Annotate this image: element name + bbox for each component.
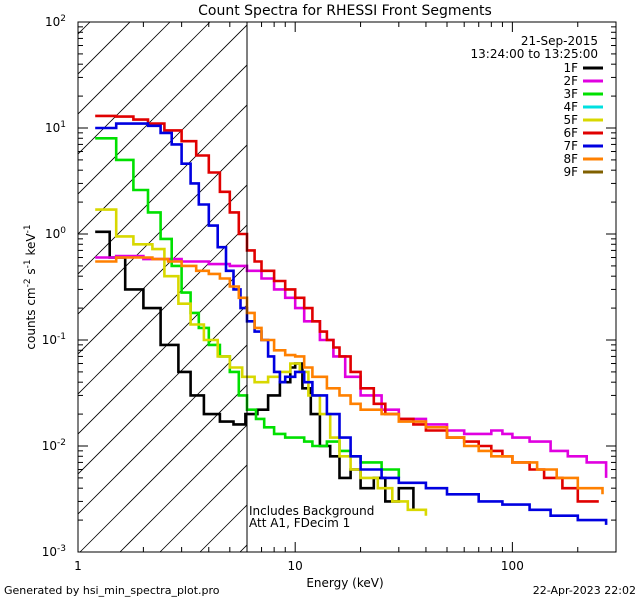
legend-label-7F: 7F	[563, 139, 578, 153]
date-label: 21-Sep-2015	[521, 34, 598, 48]
y-tick-label-exp: -1	[57, 332, 66, 342]
x-tick-label: 1	[74, 559, 82, 573]
y-tick-label-exp: 2	[60, 14, 66, 24]
y-tick-label-base: 10	[45, 15, 60, 29]
y-axis-label-mid2: keV	[24, 233, 38, 260]
y-axis-label: counts cm-2 s-1 keV-1	[23, 224, 38, 349]
y-axis-label-exp1: -2	[23, 278, 33, 287]
y-tick-label-exp: 0	[60, 226, 66, 236]
y-tick-label: 102	[45, 14, 66, 29]
time-range-label: 13:24:00 to 13:25:00	[471, 47, 598, 61]
hatch-line	[78, 264, 248, 435]
y-tick-label: 101	[45, 120, 66, 135]
hatch-line	[78, 24, 248, 195]
legend-label-8F: 8F	[563, 152, 578, 166]
hatch-line	[79, 384, 248, 552]
hatch-line	[78, 64, 248, 235]
footer-timestamp: 22-Apr-2023 22:02	[533, 584, 636, 597]
x-tick-label: 10	[288, 559, 303, 573]
y-tick-label: 10-3	[42, 544, 66, 559]
y-tick-label-base: 10	[45, 121, 60, 135]
series-7F	[95, 122, 608, 525]
y-tick-label-base: 10	[42, 439, 57, 453]
y-tick-label-base: 10	[42, 545, 57, 559]
hatch-line	[78, 22, 171, 115]
series-2F	[95, 254, 608, 478]
legend-label-6F: 6F	[563, 126, 578, 140]
hatch-line	[119, 424, 248, 552]
y-tick-label-exp: -2	[57, 438, 66, 448]
y-tick-label-base: 10	[45, 227, 60, 241]
y-axis-label-mid1: s	[24, 268, 38, 278]
hatch-line	[78, 304, 248, 475]
legend-label-1F: 1F	[563, 61, 578, 75]
series-8F	[95, 256, 604, 495]
legend-label-4F: 4F	[563, 100, 578, 114]
y-axis-label-exp3: -1	[23, 224, 33, 233]
hatch-line	[78, 104, 248, 275]
legend-label-3F: 3F	[563, 87, 578, 101]
hatch-line	[78, 344, 248, 515]
y-tick-label: 10-2	[42, 438, 66, 453]
y-tick-label-exp: 1	[60, 120, 66, 130]
x-axis: 1 10 100	[74, 22, 617, 573]
x-axis-label: Energy (keV)	[306, 576, 383, 590]
plot-frame	[77, 21, 617, 553]
note-background: Includes Background	[249, 504, 374, 518]
y-tick-label: 100	[45, 226, 66, 241]
hatch-line	[78, 224, 248, 395]
y-axis-label-exp2: -1	[23, 259, 33, 268]
legend-label-9F: 9F	[563, 165, 578, 179]
legend-label-2F: 2F	[563, 74, 578, 88]
chart-title: Count Spectra for RHESSI Front Segments	[198, 3, 492, 19]
note-attenuator: Att A1, FDecim 1	[249, 516, 350, 530]
y-tick-label: 10-1	[42, 332, 66, 347]
x-tick-label: 100	[501, 559, 524, 573]
y-tick-label-exp: -3	[57, 544, 66, 554]
y-tick-label-base: 10	[42, 333, 57, 347]
legend-label-5F: 5F	[563, 113, 578, 127]
hatch-line	[78, 22, 211, 155]
hatch-line	[78, 144, 248, 315]
hatch-line	[78, 184, 248, 355]
y-axis-label-base: counts cm	[24, 287, 38, 349]
footer-generated-by: Generated by hsi_min_spectra_plot.pro	[4, 584, 220, 597]
hatched-region	[78, 22, 248, 552]
